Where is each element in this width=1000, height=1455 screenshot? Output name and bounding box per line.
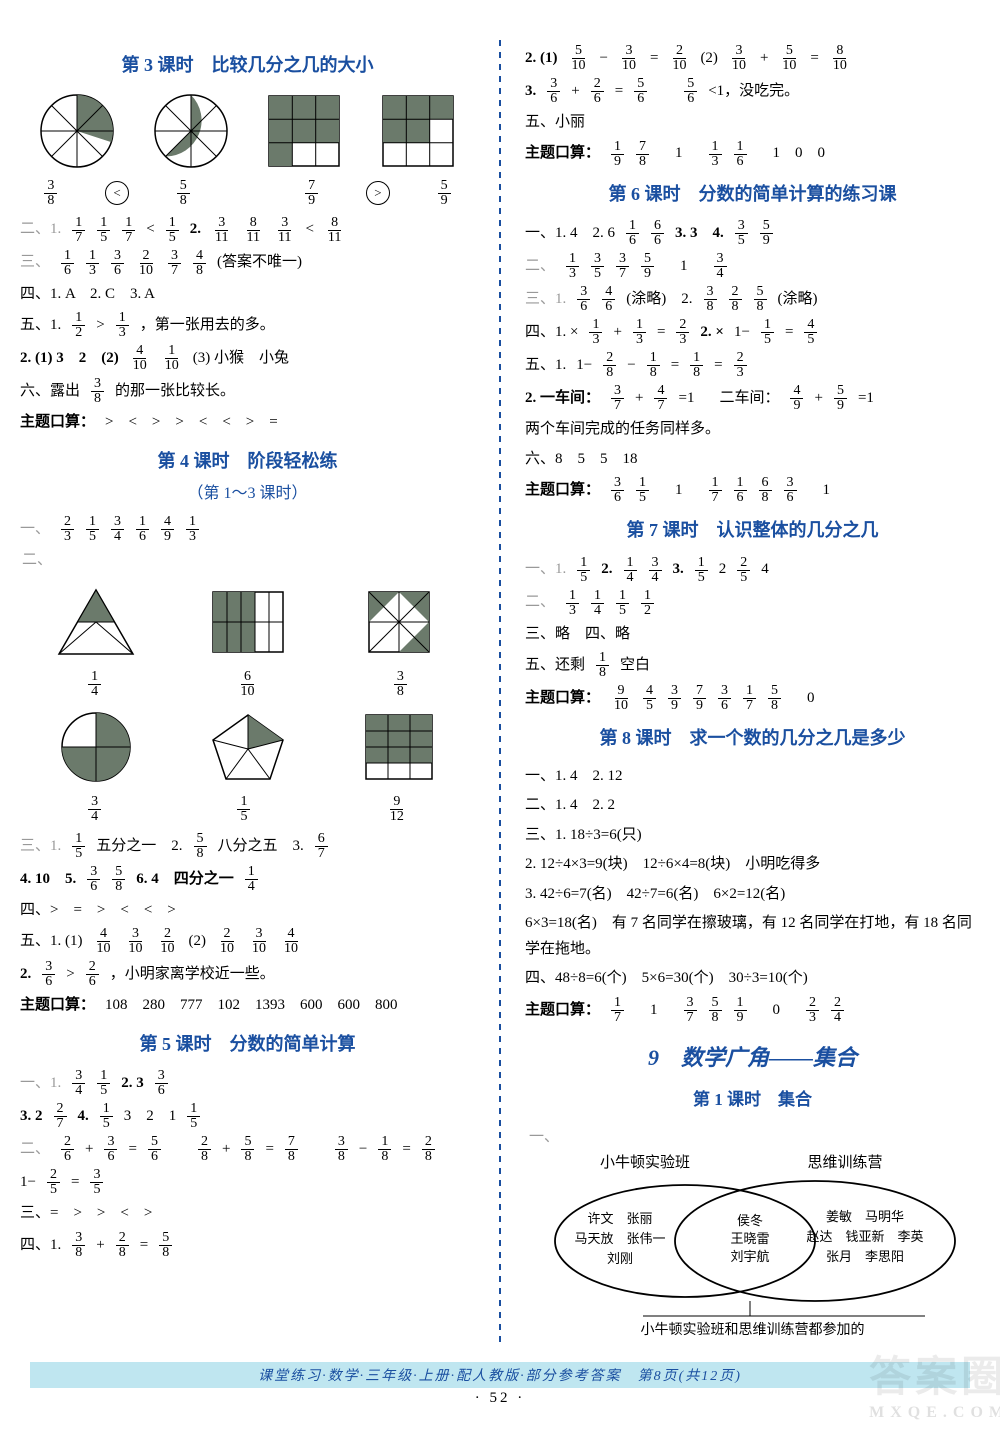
lesson-4-sub: （第 1～3 课时） — [20, 480, 475, 507]
page-number: · 52 · — [30, 1390, 970, 1407]
square-3-8 — [354, 582, 444, 662]
r-top-1: 2. (1) 510−310=210 (2) 310+510=810 — [525, 44, 980, 73]
footer-bar: 课堂练习·数学·三年级·上册·配人教版·部分参考答案 第8页(共12页) — [30, 1362, 970, 1388]
shape-row-2 — [20, 707, 475, 787]
venn-mid-1: 侯冬 — [737, 1213, 763, 1228]
r6-l2: 二、 13 35 37 59 1 34 — [525, 252, 980, 281]
lesson-5-heading: 第 5 课时 分数的简单计算 — [20, 1029, 475, 1060]
l5-line5: 四、1. 38+28=58 — [20, 1231, 475, 1260]
l4-line6: 五、1. (1) 410 310 210 (2) 210 310 410 — [20, 927, 475, 956]
r7-l1: 一、1.15 2.14 34 3.15 2 25 4 — [525, 556, 980, 585]
r-top-2: 3. 36+26=56 56<1，没吃完。 — [525, 77, 980, 106]
pie-3-8 — [37, 91, 117, 171]
r8-calc: 主题口算： 17 1 37 58 19 0 23 24 — [525, 996, 980, 1025]
pie-5-8 — [151, 91, 231, 171]
r7-l4: 五、还剩18空白 — [525, 651, 980, 680]
r7-l2: 二、 13 14 15 12 — [525, 589, 980, 618]
venn-mid-2: 王晓雷 — [730, 1231, 769, 1246]
venn-left-2: 马天放 张伟一 — [574, 1231, 665, 1246]
lesson-4-heading: 第 4 课时 阶段轻松练 — [20, 446, 475, 477]
circle-3-4 — [51, 707, 141, 787]
r6-l1: 一、1. 4 2. 6 16 66 3. 3 4. 35 59 — [525, 219, 980, 248]
lesson-6-heading: 第 6 课时 分数的简单计算的练习课 — [525, 179, 980, 210]
shape-labels-2: 34 15 912 — [20, 795, 475, 824]
r8-l4: 2. 12÷4×3=9(块) 12÷6×4=8(块) 小明吃得多 — [525, 852, 980, 878]
venn-left-1: 许文 张丽 — [587, 1211, 652, 1226]
l3-calc: 主题口算：> < > > < < > = — [20, 410, 475, 436]
venn-left-title: 小牛顿实验班 — [600, 1154, 690, 1171]
l4-line5: 四、> = > < < > — [20, 898, 475, 924]
r8-l3: 三、1. 18÷3=6(只) — [525, 823, 980, 849]
page-footer: 课堂练习·数学·三年级·上册·配人教版·部分参考答案 第8页(共12页) · 5… — [30, 1362, 970, 1407]
l3-line7: 六、露出 38 的那一张比较长。 — [20, 377, 475, 406]
r6-l3: 三、1. 36 46 (涂略) 2. 38 28 58 (涂略) — [525, 285, 980, 314]
r6-l6: 2. 一车间： 37+47=1 二车间： 49+59=1 — [525, 384, 980, 413]
r6-l4: 四、1. × 13+13=23 2. × 1−15=45 — [525, 318, 980, 347]
left-column: 第 3 课时 比较几分之几的大小 — [20, 40, 475, 1342]
r8-l5: 3. 42÷6=7(名) 42÷7=6(名) 6×2=12(名) — [525, 882, 980, 908]
l4-line3: 三、1.15 五分之一 2.58 八分之五 3.67 — [20, 832, 475, 861]
column-divider — [499, 40, 501, 1342]
r8-l1: 一、1. 4 2. 12 — [525, 764, 980, 790]
compare-circle-gt: > — [366, 181, 390, 205]
grid-9-12 — [354, 707, 444, 787]
shape-labels-1: 14 610 38 — [20, 670, 475, 699]
venn-right-3: 张月 李思阳 — [826, 1249, 904, 1264]
l3-line5: 五、1. 12>13 ，第一张用去的多。 — [20, 311, 475, 340]
r8-l7: 四、48÷8=6(个) 5×6=30(个) 30÷3=10(个) — [525, 966, 980, 992]
r8-l2: 二、1. 4 2. 2 — [525, 793, 980, 819]
shape-row-1 — [20, 582, 475, 662]
pie-fraction-labels: 38 < 58 79 > 59 — [20, 179, 475, 208]
r6-l7: 两个车间完成的任务同样多。 — [525, 417, 980, 443]
lesson-7-heading: 第 7 课时 认识整体的几分之几 — [525, 515, 980, 546]
l5-line2: 3. 2 27 4. 15 3 2 1 15 — [20, 1102, 475, 1131]
pentagon-1-5 — [203, 707, 293, 787]
venn-left-3: 刘刚 — [607, 1251, 633, 1266]
r6-l8: 六、8 5 5 18 — [525, 447, 980, 473]
l5-line1: 一、1. 34 15 2. 3 36 — [20, 1069, 475, 1098]
l4-line1: 一、 23 15 34 16 49 13 — [20, 515, 475, 544]
l4-line7: 2. 36>26 ，小明家离学校近一些。 — [20, 960, 475, 989]
r-top-3: 五、小丽 — [525, 110, 980, 136]
l3-line6: 2. (1) 3 2 (2) 410 110 (3) 小猴 小兔 — [20, 344, 475, 373]
r-top-calc: 主题口算： 19 78 1 13 16 1 0 0 — [525, 140, 980, 169]
compare-circle-lt: < — [105, 181, 129, 205]
venn-mid-3: 刘宇航 — [730, 1249, 769, 1264]
venn-right-2: 赵达 钱亚新 李英 — [806, 1229, 923, 1244]
r6-calc: 主题口算： 36 15 1 17 16 68 36 1 — [525, 476, 980, 505]
l3-line2: 二、1. 17 15 17<15 2. 311 811 311<811 — [20, 216, 475, 245]
l4-two-label: 二、 — [22, 548, 475, 574]
grid-7-9 — [264, 91, 344, 171]
l5-line4: 三、= > > < > — [20, 1201, 475, 1227]
triangle-shape — [51, 582, 141, 662]
venn-diagram: 一、 小牛顿实验班 思维训练营 许文 张丽 马天放 张伟一 刘刚 侯冬 王晓雷 … — [525, 1125, 980, 1342]
chapter-9-heading: 9 数学广角——集合 — [525, 1039, 980, 1076]
l3-line3: 三、 16 13 36 210 37 48 (答案不唯一) — [20, 249, 475, 278]
venn-caption: 小牛顿实验班和思维训练营都参加的 — [525, 1319, 980, 1343]
lesson-8-heading: 第 8 课时 求一个数的几分之几是多少 — [525, 723, 980, 754]
venn-right-1: 姜敏 马明华 — [826, 1209, 904, 1224]
pie-chart-row — [20, 91, 475, 171]
r7-calc: 主题口算： 910 45 39 79 36 17 58 0 — [525, 684, 980, 713]
lesson-9-1-heading: 第 1 课时 集合 — [525, 1086, 980, 1115]
r7-l3: 三、略 四、略 — [525, 622, 980, 648]
venn-right-title: 思维训练营 — [807, 1154, 882, 1171]
r6-l5: 五、1. 1−28−18=18=23 — [525, 351, 980, 380]
l5-line3: 二、 26+36=56 28+58=78 38−18=28 — [20, 1135, 475, 1164]
l5-line3b: 1−25=35 — [20, 1168, 475, 1197]
rect-6-10 — [203, 582, 293, 662]
right-column: 2. (1) 510−310=210 (2) 310+510=810 3. 36… — [525, 40, 980, 1342]
lesson-3-heading: 第 3 课时 比较几分之几的大小 — [20, 50, 475, 81]
l3-line4: 四、1. A 2. C 3. A — [20, 282, 475, 308]
l4-line4: 4. 10 5. 36 58 6. 4 四分之一 14 — [20, 865, 475, 894]
grid-5-9 — [378, 91, 458, 171]
l4-calc: 主题口算：108 280 777 102 1393 600 600 800 — [20, 993, 475, 1019]
r8-l6: 6×3=18(名) 有 7 名同学在擦玻璃，有 12 名同学在打地，有 18 名… — [525, 911, 980, 962]
